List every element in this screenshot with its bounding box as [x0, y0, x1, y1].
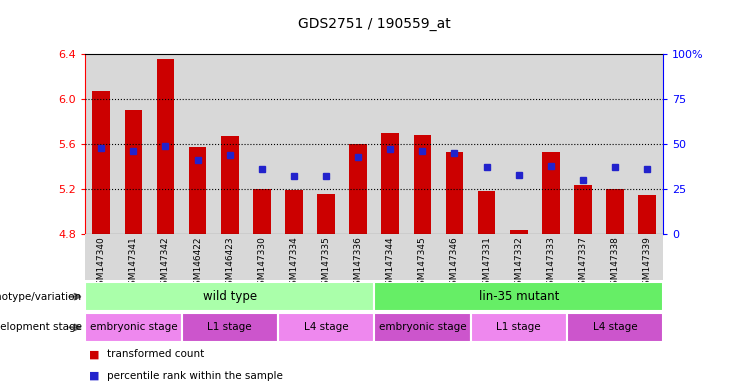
Bar [278, 234, 310, 280]
Text: GSM147336: GSM147336 [353, 237, 362, 291]
Text: wild type: wild type [202, 290, 257, 303]
Bar [510, 230, 528, 234]
Bar [471, 313, 567, 342]
Bar [439, 234, 471, 280]
Bar [406, 54, 439, 234]
Bar [567, 313, 663, 342]
Bar [93, 91, 110, 234]
Bar [85, 282, 374, 311]
Bar [567, 54, 599, 234]
Bar [413, 135, 431, 234]
Bar [213, 234, 246, 280]
Text: transformed count: transformed count [107, 349, 205, 359]
Bar [85, 54, 117, 234]
Text: development stage: development stage [0, 322, 82, 333]
Text: genotype/variation: genotype/variation [0, 291, 82, 302]
Bar [117, 234, 150, 280]
Bar [349, 144, 367, 234]
Bar [253, 189, 270, 234]
Bar [156, 60, 174, 234]
Bar [374, 282, 663, 311]
Text: GDS2751 / 190559_at: GDS2751 / 190559_at [298, 17, 451, 31]
Bar [124, 110, 142, 234]
Text: GSM147331: GSM147331 [482, 237, 491, 291]
Bar [502, 234, 535, 280]
Bar [246, 54, 278, 234]
Bar [599, 234, 631, 280]
Text: GSM146422: GSM146422 [193, 237, 202, 291]
Bar [85, 234, 117, 280]
Bar [445, 152, 463, 234]
Bar [382, 133, 399, 234]
Text: L1 stage: L1 stage [496, 322, 541, 333]
Text: percentile rank within the sample: percentile rank within the sample [107, 371, 283, 381]
Bar [599, 54, 631, 234]
Text: GSM147333: GSM147333 [546, 237, 555, 291]
Text: ■: ■ [89, 349, 99, 359]
Bar [117, 54, 150, 234]
Bar [310, 234, 342, 280]
Bar [246, 234, 278, 280]
Bar [342, 54, 374, 234]
Bar [317, 194, 335, 234]
Bar [342, 234, 374, 280]
Text: L1 stage: L1 stage [207, 322, 252, 333]
Text: ■: ■ [89, 371, 99, 381]
Text: L4 stage: L4 stage [593, 322, 637, 333]
Bar [535, 234, 567, 280]
Bar [567, 234, 599, 280]
Bar [182, 313, 278, 342]
Text: GSM147344: GSM147344 [386, 237, 395, 291]
Text: embryonic stage: embryonic stage [379, 322, 466, 333]
Text: GSM147340: GSM147340 [97, 237, 106, 291]
Text: lin-35 mutant: lin-35 mutant [479, 290, 559, 303]
Bar [374, 54, 406, 234]
Bar [631, 234, 663, 280]
Text: GSM147334: GSM147334 [290, 237, 299, 291]
Text: GSM147332: GSM147332 [514, 237, 523, 291]
Bar [478, 191, 496, 234]
Bar [278, 54, 310, 234]
Bar [278, 313, 374, 342]
Bar [439, 54, 471, 234]
Bar [471, 234, 502, 280]
Bar [535, 54, 567, 234]
Bar [189, 147, 207, 234]
Bar [182, 234, 213, 280]
Bar [638, 195, 656, 234]
Bar [406, 234, 439, 280]
Bar [606, 189, 624, 234]
Bar [150, 234, 182, 280]
Text: embryonic stage: embryonic stage [90, 322, 177, 333]
Text: GSM147342: GSM147342 [161, 237, 170, 291]
Text: GSM147338: GSM147338 [611, 237, 619, 291]
Bar [374, 313, 471, 342]
Bar [221, 136, 239, 234]
Text: GSM147330: GSM147330 [257, 237, 266, 291]
Bar [471, 54, 502, 234]
Bar [374, 234, 406, 280]
Bar [542, 152, 559, 234]
Text: GSM147341: GSM147341 [129, 237, 138, 291]
Bar [182, 54, 213, 234]
Text: GSM147335: GSM147335 [322, 237, 330, 291]
Text: GSM147345: GSM147345 [418, 237, 427, 291]
Text: GSM147346: GSM147346 [450, 237, 459, 291]
Bar [502, 54, 535, 234]
Text: GSM147337: GSM147337 [579, 237, 588, 291]
Text: GSM146423: GSM146423 [225, 237, 234, 291]
Text: GSM147339: GSM147339 [642, 237, 651, 291]
Bar [285, 190, 303, 234]
Bar [574, 185, 592, 234]
Bar [631, 54, 663, 234]
Bar [213, 54, 246, 234]
Bar [310, 54, 342, 234]
Bar [85, 313, 182, 342]
Bar [150, 54, 182, 234]
Text: L4 stage: L4 stage [304, 322, 348, 333]
